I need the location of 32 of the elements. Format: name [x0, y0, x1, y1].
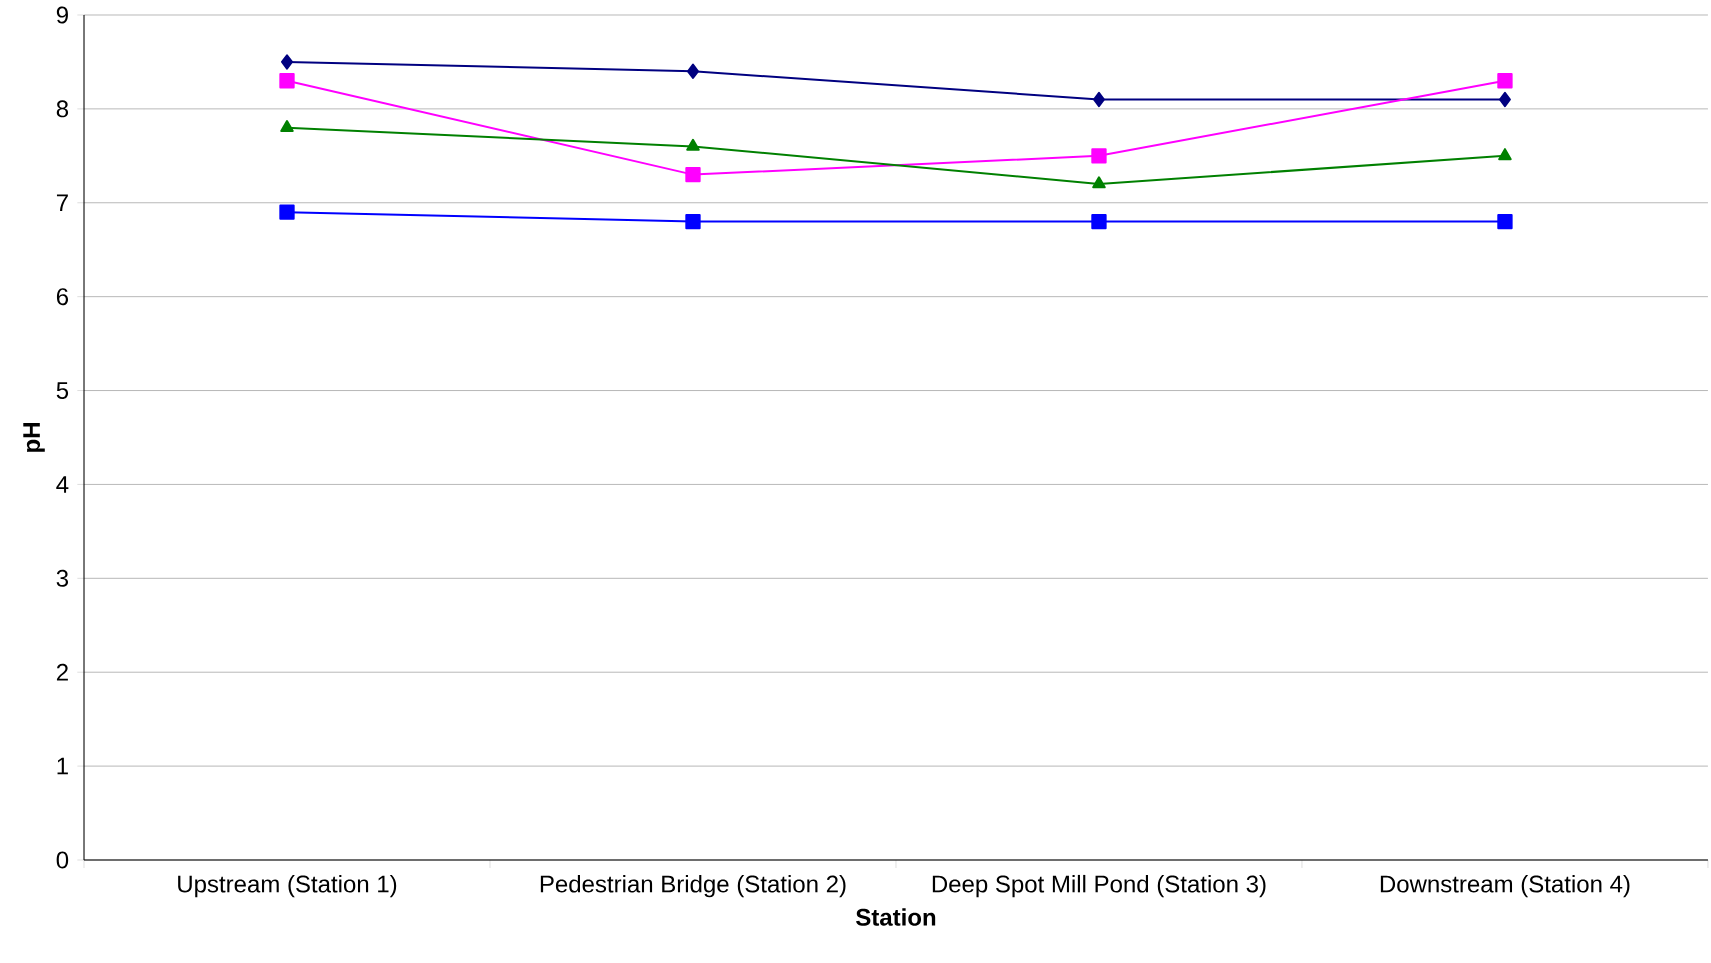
- y-tick-label: 0: [56, 851, 69, 869]
- point: [279, 204, 295, 220]
- x-tick-label: Downstream (Station 4): [1380, 874, 1630, 898]
- y-tick-label: 4: [56, 476, 69, 493]
- y-tick-label: 5: [56, 382, 69, 399]
- point: [280, 119, 294, 132]
- point: [685, 166, 701, 183]
- x-axis-title: Station: [856, 908, 936, 926]
- point: [1497, 73, 1513, 89]
- y-tick-label: 2: [56, 663, 68, 681]
- point: [685, 213, 701, 230]
- y-tick-label: 7: [56, 194, 68, 212]
- point: [1092, 176, 1106, 189]
- point: [1091, 148, 1107, 164]
- point: [1092, 91, 1105, 108]
- x-tick-label: Deep Spot Mill Pond (Station 3): [932, 874, 1266, 898]
- point: [1498, 148, 1512, 161]
- y-axis-title: pH: [23, 423, 45, 452]
- y-tick-label: 3: [56, 569, 69, 587]
- y-tick-label: 8: [56, 100, 69, 118]
- point: [686, 63, 699, 79]
- point: [1091, 213, 1107, 230]
- point: [281, 54, 293, 70]
- y-tick-label: 1: [57, 757, 68, 775]
- point: [686, 138, 700, 151]
- point: [1497, 213, 1513, 230]
- x-tick-label: Upstream (Station 1): [178, 874, 397, 898]
- point: [279, 73, 295, 89]
- y-tick-label: 6: [56, 288, 69, 306]
- x-tick-label: Pedestrian Bridge (Station 2): [540, 874, 846, 898]
- point: [1498, 91, 1511, 108]
- y-tick-label: 9: [56, 6, 68, 24]
